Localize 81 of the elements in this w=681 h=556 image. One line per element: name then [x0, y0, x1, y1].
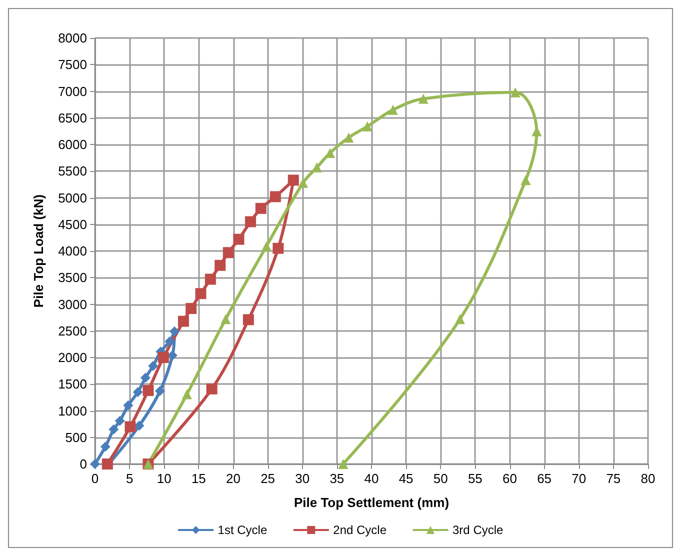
y-tick-label: 3500: [58, 270, 87, 286]
point: [134, 420, 144, 431]
point: [114, 416, 125, 426]
x-tick-label: 40: [364, 471, 379, 486]
y-tick-label: 8000: [58, 30, 87, 46]
point: [167, 350, 178, 360]
y-tick-label: 3000: [58, 296, 87, 312]
point: [520, 175, 531, 186]
point: [255, 202, 266, 214]
point: [132, 387, 143, 398]
point: [245, 216, 256, 228]
x-tick-label: 30: [295, 471, 310, 486]
point: [140, 372, 150, 383]
point: [214, 260, 226, 271]
y-tick-label: 7000: [58, 84, 87, 99]
legend-label: 1st Cycle: [218, 523, 268, 537]
x-tick-label: 65: [537, 471, 552, 486]
x-tick-label: 35: [330, 471, 344, 486]
legend-label: 3rd Cycle: [452, 523, 504, 537]
x-axis-title: Pile Top Settlement (mm): [294, 495, 450, 510]
point: [142, 385, 154, 396]
x-tick-label: 10: [156, 471, 172, 486]
point: [454, 314, 465, 324]
point: [220, 314, 231, 324]
y-tick-label: 2000: [58, 350, 87, 365]
x-tick-label: 70: [572, 471, 586, 486]
point: [510, 87, 520, 98]
x-tick-label: 25: [260, 471, 276, 486]
point: [270, 191, 281, 202]
point: [325, 148, 336, 158]
point: [288, 174, 299, 186]
point: [261, 241, 272, 252]
y-tick-label: 0: [80, 456, 87, 472]
y-tick-label: 6000: [58, 137, 87, 152]
y-tick-label: 5000: [58, 190, 87, 206]
point: [108, 424, 119, 434]
point: [164, 336, 175, 347]
point: [195, 288, 206, 300]
point: [338, 459, 348, 469]
legend-label: 2nd Cycle: [333, 523, 387, 537]
point: [298, 178, 308, 188]
point: [169, 326, 180, 336]
y-tick-label: 4000: [58, 244, 87, 258]
point: [362, 121, 372, 132]
x-tick-label: 55: [468, 471, 482, 486]
point: [233, 234, 244, 245]
point: [158, 352, 169, 363]
y-tick-label: 7500: [58, 57, 87, 72]
point: [206, 383, 218, 394]
x-tick-label: 0: [91, 471, 99, 486]
point: [204, 274, 216, 285]
x-tick-label: 80: [640, 471, 656, 486]
point: [148, 361, 158, 372]
y-tick-label: 500: [65, 430, 87, 445]
y-tick-label: 6500: [58, 110, 87, 126]
y-tick-label: 1000: [58, 403, 87, 418]
y-tick-label: 5500: [58, 164, 87, 179]
point: [388, 104, 398, 115]
y-tick-label: 1500: [58, 376, 87, 392]
point: [123, 400, 134, 410]
x-tick-label: 5: [126, 471, 134, 486]
point: [222, 247, 234, 258]
point: [418, 94, 428, 104]
y-axis-title: Pile Top Load (kN): [31, 194, 46, 308]
y-tick-label: 4500: [58, 216, 87, 232]
point: [182, 389, 192, 400]
point: [272, 242, 284, 254]
point: [154, 386, 165, 396]
x-tick-label: 20: [226, 471, 240, 486]
x-tick-label: 50: [433, 471, 448, 486]
x-tick-label: 75: [606, 471, 621, 486]
point: [178, 316, 189, 327]
x-tick-label: 15: [191, 471, 206, 486]
point: [242, 314, 254, 326]
x-tick-label: 45: [398, 471, 414, 486]
point: [100, 442, 110, 452]
point: [124, 421, 136, 432]
point: [186, 303, 197, 314]
y-tick-label: 2500: [58, 323, 87, 338]
x-tick-label: 60: [502, 471, 517, 486]
point: [344, 132, 354, 143]
